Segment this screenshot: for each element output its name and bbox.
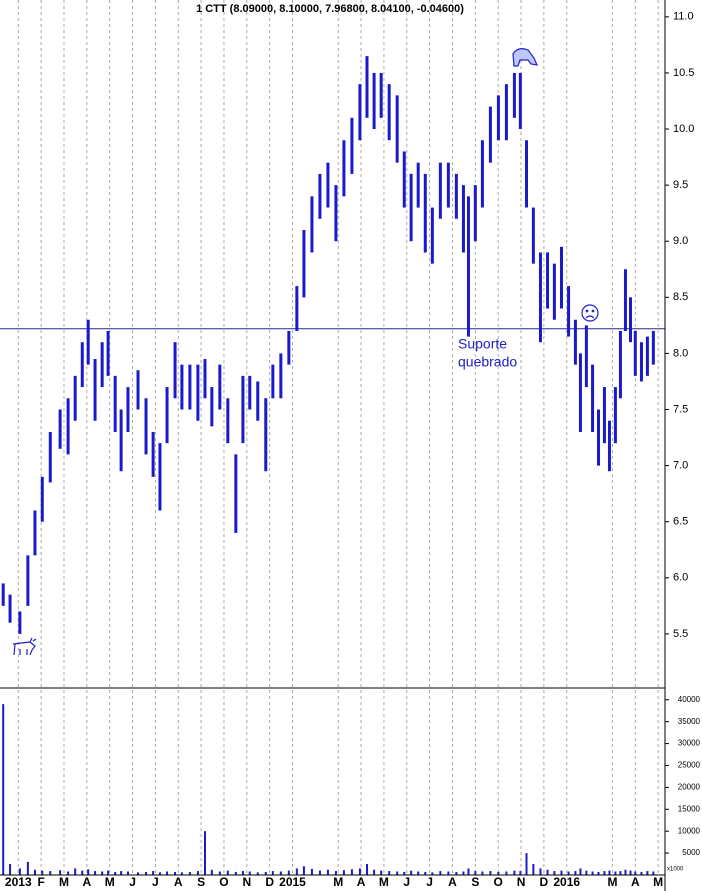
x-tick-label: M xyxy=(607,875,617,889)
volume-tick-label: 25000 xyxy=(678,761,701,770)
x-tick-label: O xyxy=(219,875,228,889)
x-tick-label: A xyxy=(83,875,92,889)
bull-icon xyxy=(12,637,37,656)
x-tick-label: D xyxy=(265,875,274,889)
x-tick-label: 2015 xyxy=(279,875,306,889)
volume-tick-label: 15000 xyxy=(678,804,701,813)
x-tick-label: A xyxy=(357,875,366,889)
volume-tick-label: 30000 xyxy=(678,739,701,748)
volume-unit: x1000 xyxy=(667,867,684,873)
y-tick-label: 10.0 xyxy=(673,123,694,135)
annotation: Suporte xyxy=(458,336,507,352)
x-tick-label: M xyxy=(379,875,389,889)
volume-tick-label: 35000 xyxy=(678,717,701,726)
volume-tick-label: 20000 xyxy=(678,782,701,791)
x-tick-label: J xyxy=(426,875,433,889)
x-tick-label: A xyxy=(448,875,457,889)
y-tick-label: 5.5 xyxy=(673,628,688,640)
x-tick-label: J xyxy=(129,875,136,889)
x-tick-label: S xyxy=(197,875,205,889)
x-tick-label: J xyxy=(152,875,159,889)
x-tick-label: F xyxy=(37,875,44,889)
annotation: quebrado xyxy=(458,354,517,370)
y-tick-label: 6.5 xyxy=(673,516,688,528)
x-tick-label: N xyxy=(242,875,251,889)
volume-tick-label: 10000 xyxy=(678,826,701,835)
y-tick-label: 9.5 xyxy=(673,179,688,191)
x-tick-label: M xyxy=(105,875,115,889)
x-tick-label: 2013 xyxy=(5,875,32,889)
x-tick-label: O xyxy=(494,875,503,889)
x-tick-label: S xyxy=(471,875,479,889)
x-tick-label: M xyxy=(59,875,69,889)
x-tick-label: M xyxy=(653,875,663,889)
x-tick-label: N xyxy=(517,875,526,889)
x-tick-label: M xyxy=(333,875,343,889)
volume-tick-label: 5000 xyxy=(682,848,700,857)
x-tick-label: 2016 xyxy=(553,875,580,889)
y-tick-label: 8.0 xyxy=(673,347,688,359)
y-tick-label: 9.0 xyxy=(673,235,688,247)
y-tick-label: 10.5 xyxy=(673,67,694,79)
bear-icon xyxy=(512,48,538,67)
y-tick-label: 6.0 xyxy=(673,572,688,584)
volume-tick-label: 40000 xyxy=(678,695,701,704)
x-tick-label: A xyxy=(174,875,183,889)
sad-face-icon xyxy=(581,304,599,322)
y-tick-label: 7.5 xyxy=(673,403,688,415)
x-tick-label: A xyxy=(631,875,640,889)
chart-title: 1 CTT (8.09000, 8.10000, 7.96800, 8.0410… xyxy=(196,3,464,15)
y-tick-label: 11.0 xyxy=(673,11,694,23)
x-tick-label: J xyxy=(403,875,410,889)
x-tick-label: D xyxy=(540,875,549,889)
y-tick-label: 7.0 xyxy=(673,460,688,472)
y-tick-label: 8.5 xyxy=(673,291,688,303)
